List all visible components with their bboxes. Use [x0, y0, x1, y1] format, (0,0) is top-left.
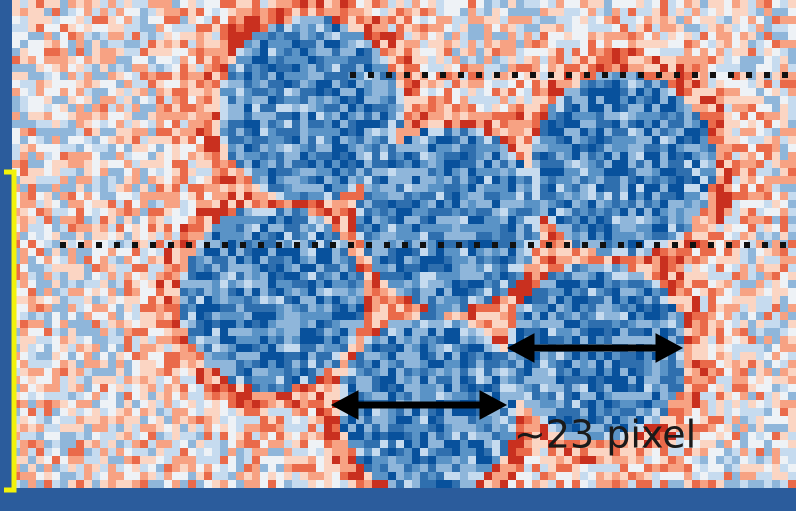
figure: ~23 pixel [0, 0, 796, 511]
page: ~23 pixel (() => { const data = JSON.par… [0, 0, 796, 511]
annotation-label: ~23 pixel [514, 413, 696, 457]
